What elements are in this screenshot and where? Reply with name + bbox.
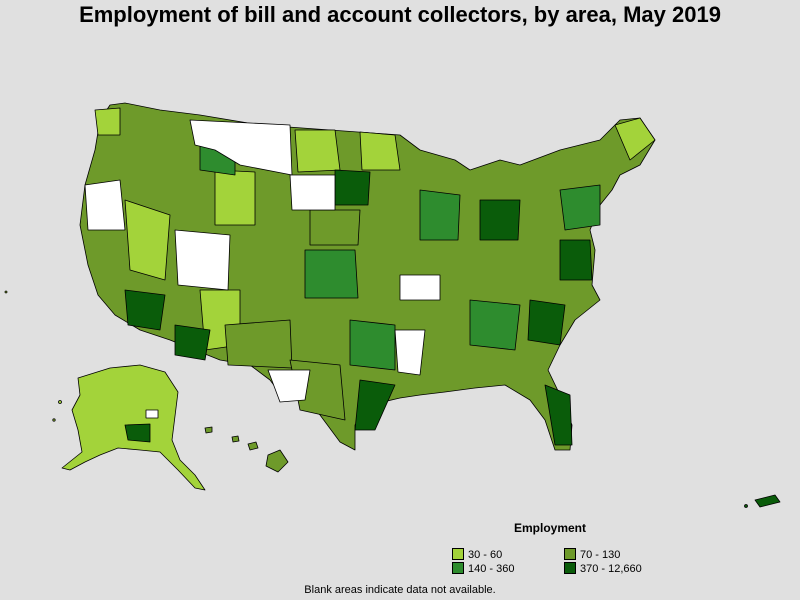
map-puerto-rico xyxy=(754,494,781,508)
map-region-no-data xyxy=(189,119,293,176)
map-region xyxy=(479,199,521,241)
map-region xyxy=(527,299,566,346)
map-region xyxy=(359,131,401,171)
map-region xyxy=(614,117,656,161)
map-region xyxy=(469,299,521,351)
map-region xyxy=(304,249,359,299)
legend-label: 70 - 130 xyxy=(580,549,621,561)
legend-title: Employment xyxy=(514,521,587,535)
map-region xyxy=(214,169,256,226)
map-region-no-data xyxy=(399,274,441,301)
map-region xyxy=(94,107,121,136)
map-region xyxy=(309,209,361,246)
map-region xyxy=(354,379,396,431)
legend-item: 70 - 130 xyxy=(564,548,620,561)
legend-item: 30 - 60 xyxy=(452,548,502,561)
map-legend: Employment 30 - 60 70 - 130 140 - 360 37… xyxy=(450,520,670,575)
map-region-no-data xyxy=(267,369,311,403)
map-region xyxy=(559,184,601,231)
legend-swatch xyxy=(452,562,464,574)
map-region xyxy=(349,319,396,371)
legend-swatch xyxy=(564,548,576,560)
map-title: Employment of bill and account collector… xyxy=(79,2,721,27)
map-region xyxy=(124,289,166,331)
legend-item: 140 - 360 xyxy=(452,562,514,575)
map-region xyxy=(419,189,461,241)
legend-swatch xyxy=(452,548,464,560)
legend-swatch xyxy=(564,562,576,574)
map-region-no-data xyxy=(84,179,126,231)
map-hawaii xyxy=(265,449,289,473)
map-hawaii-island xyxy=(231,435,240,443)
legend-label: 30 - 60 xyxy=(468,549,503,561)
map-region xyxy=(544,384,573,446)
map-region xyxy=(174,324,211,361)
map-region-no-data xyxy=(394,329,426,376)
map-hawaii-island xyxy=(204,426,213,434)
map-region xyxy=(224,319,293,369)
legend-item: 370 - 12,660 xyxy=(564,562,642,575)
map-region xyxy=(334,169,371,206)
legend-label: 370 - 12,660 xyxy=(580,563,642,575)
map-region xyxy=(559,239,593,281)
footnote: Blank areas indicate data not available. xyxy=(304,584,496,596)
map-region-no-data xyxy=(289,174,336,211)
legend-label: 140 - 360 xyxy=(468,563,515,575)
map-region-no-data xyxy=(174,229,231,291)
map-region xyxy=(124,423,151,443)
map-region-no-data xyxy=(145,409,159,419)
map-hawaii-island xyxy=(247,441,259,451)
map-region xyxy=(294,129,341,173)
map-region xyxy=(124,199,171,281)
